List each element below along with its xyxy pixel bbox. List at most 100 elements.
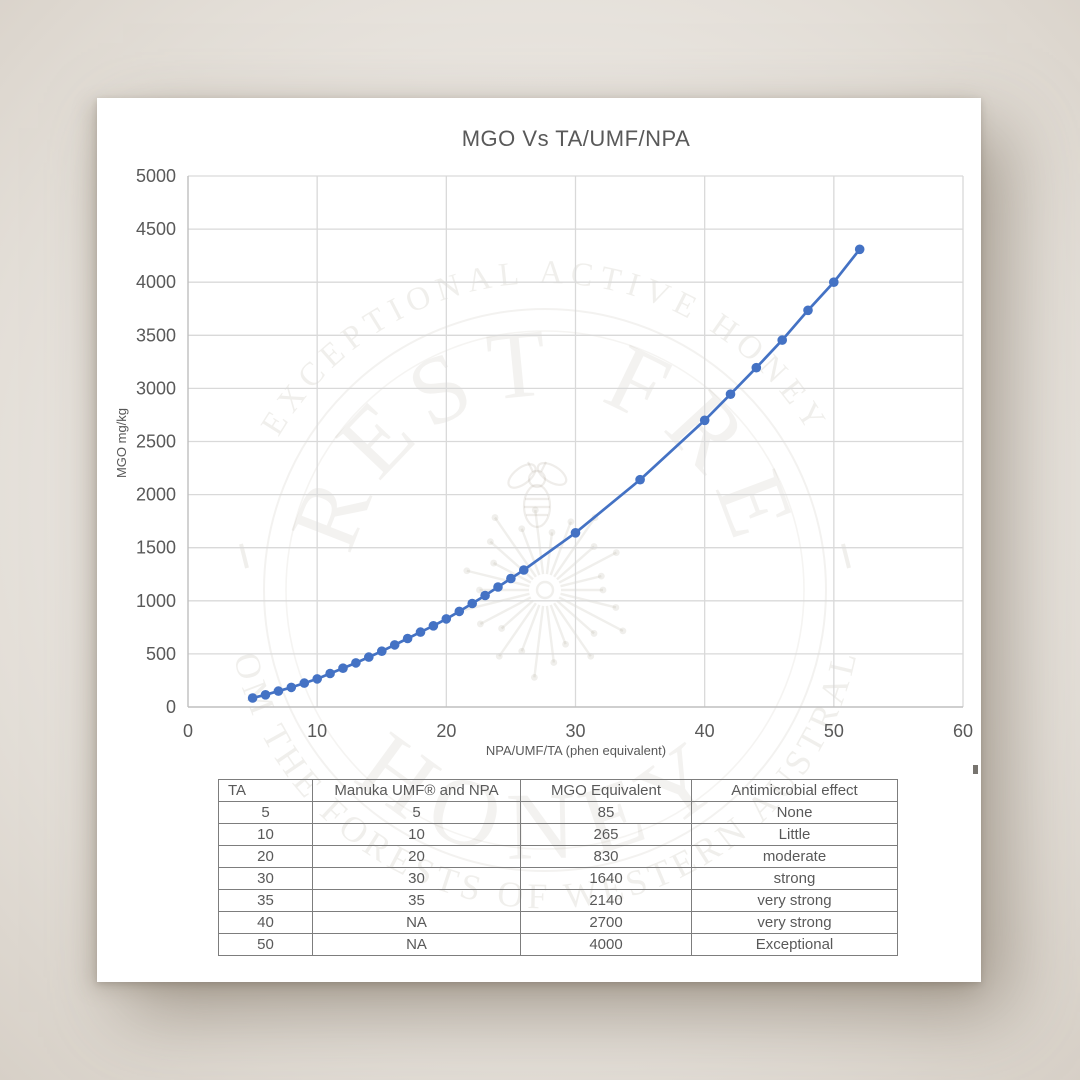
table-cell: 2700 — [520, 911, 692, 934]
series-point — [260, 690, 271, 700]
tick-labels: 0500100015002000250030003500400045005000… — [136, 166, 973, 741]
flower-ray — [500, 599, 534, 630]
flower-ray-dot — [599, 586, 607, 594]
bee-right-wing — [536, 462, 568, 486]
series-point — [829, 277, 839, 287]
series-point — [570, 528, 581, 538]
small-artifact-mark — [973, 765, 978, 774]
flower-ray — [533, 605, 545, 678]
series-point — [389, 640, 400, 650]
x-tick-label: 10 — [307, 721, 327, 741]
table-row: 35 35 2140 very strong — [218, 889, 898, 912]
table-row: 40 NA 2700 very strong — [218, 911, 898, 934]
series-point — [325, 668, 335, 679]
series-point — [454, 606, 465, 617]
y-tick-label: 1000 — [136, 591, 176, 611]
table-cell: NA — [312, 911, 521, 934]
series-point — [480, 590, 490, 601]
flower-ray — [549, 521, 573, 576]
table-cell: 1640 — [520, 867, 692, 890]
table-cell: 5 — [312, 801, 521, 824]
x-tick-label: 50 — [824, 721, 844, 741]
flower-ray — [558, 551, 617, 584]
table-cell: 85 — [520, 801, 692, 824]
series-point — [415, 627, 426, 637]
axis-lines — [187, 176, 963, 708]
table-cell: 10 — [312, 823, 521, 846]
y-tick-label: 5000 — [136, 166, 176, 186]
series-point — [299, 678, 310, 688]
flower-ray-dot — [550, 659, 558, 666]
flower-ray-dot — [530, 673, 538, 681]
table-row: 30 30 1640 strong — [218, 867, 898, 890]
table-cell: 35 — [312, 889, 521, 912]
table-header-cell: MGO Equivalent — [520, 779, 692, 802]
series-point — [777, 335, 787, 345]
flower-ray-dot — [495, 652, 503, 660]
y-tick-label: 2500 — [136, 432, 176, 452]
flower-ray-dot — [476, 620, 484, 628]
series-point — [312, 674, 322, 684]
poster-card: EXCEPTIONAL ACTIVE HONEYFROM THE FORESTS… — [97, 98, 981, 982]
flower-ray-dot — [548, 529, 556, 536]
bee-left-wing — [507, 463, 537, 489]
table-row: 10 10 265 Little — [218, 823, 898, 846]
table-cell: Exceptional — [691, 933, 898, 956]
gridlines — [188, 175, 964, 707]
table-cell: very strong — [691, 911, 898, 934]
series-point — [286, 682, 297, 693]
y-tick-label: 3000 — [136, 378, 176, 398]
y-tick-label: 2000 — [136, 485, 176, 505]
series-point — [635, 474, 645, 485]
series-point — [751, 362, 762, 373]
flower-ray-dot — [491, 514, 499, 521]
bee-antenna — [540, 461, 547, 473]
table-row: 50 NA 4000 Exceptional — [218, 933, 898, 956]
flower-ray-dot — [590, 630, 598, 637]
table-cell: 265 — [520, 823, 692, 846]
table-header-row: TA Manuka UMF® and NPA MGO Equivalent Antim… — [218, 779, 898, 802]
flower-ray — [558, 596, 624, 632]
series-point — [338, 663, 348, 673]
table-cell: Little — [691, 823, 898, 846]
table-cell: 20 — [218, 845, 313, 868]
table-cell: strong — [691, 867, 898, 890]
bee-body — [522, 483, 552, 529]
flower-ray-dot — [567, 518, 575, 526]
x-tick-label: 40 — [695, 721, 715, 741]
series-point — [402, 633, 413, 644]
flower-ray — [498, 602, 537, 657]
y-tick-label: 500 — [146, 644, 176, 664]
series-point — [247, 693, 258, 703]
x-tick-label: 20 — [436, 721, 456, 741]
table-header-cell: Antimicrobial effect — [691, 779, 898, 802]
table-cell: 20 — [312, 845, 521, 868]
series-point — [377, 646, 387, 656]
y-tick-label: 4000 — [136, 272, 176, 292]
x-axis-title: NPA/UMF/TA (phen equivalent) — [485, 743, 667, 758]
bee-head — [527, 469, 547, 489]
x-tick-label: 30 — [565, 721, 585, 741]
series-point — [493, 582, 503, 592]
flower-ray — [545, 532, 554, 575]
series-point — [725, 389, 736, 400]
table-cell: moderate — [691, 845, 898, 868]
series-point — [699, 415, 710, 426]
series-point — [273, 686, 284, 696]
flower-ray-dot — [597, 572, 605, 580]
series-point — [803, 305, 813, 316]
series-point — [351, 658, 361, 668]
y-tick-label: 0 — [166, 697, 176, 717]
flower-ray-dot — [476, 586, 483, 594]
x-tick-label: 0 — [183, 721, 193, 741]
flower-ray-dot — [486, 538, 494, 545]
flower-ray — [553, 602, 592, 657]
table-row: 5 5 85 None — [218, 801, 898, 824]
flower-ray-dot — [587, 652, 595, 660]
mgo-line-chart: 0500100015002000250030003500400045005000… — [136, 166, 973, 741]
table-cell: 830 — [520, 845, 692, 868]
bee-antenna — [527, 461, 534, 473]
table-row: 20 20 830 moderate — [218, 845, 898, 868]
x-tick-label: 60 — [953, 721, 973, 741]
flower-ray-dot — [498, 625, 505, 632]
